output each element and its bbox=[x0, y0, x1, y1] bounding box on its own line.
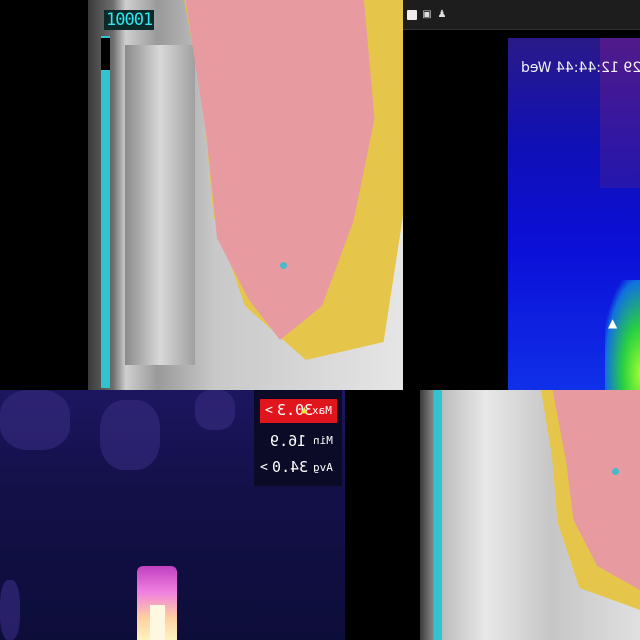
cursor-icon: ▲ bbox=[608, 316, 618, 330]
max-badge bbox=[260, 399, 337, 423]
warning-icon: ▲ bbox=[301, 403, 308, 416]
max-value-indicator: > bbox=[265, 403, 273, 418]
cool-blob bbox=[0, 580, 20, 640]
image-icon[interactable] bbox=[407, 9, 417, 20]
max-value: 30.3 bbox=[277, 401, 314, 419]
min-value: 16.9 bbox=[270, 432, 307, 450]
user-icon[interactable]: ♟ bbox=[437, 8, 447, 20]
cool-blob bbox=[0, 390, 70, 450]
cold-region bbox=[508, 38, 640, 390]
toolbar: ▣ ♟ bbox=[403, 0, 640, 30]
thermal-view-bottom-left: > 30.3 ▲ Max 16.9 Min > 34.0 Avg bbox=[0, 390, 345, 640]
measurement-point-icon bbox=[280, 262, 287, 269]
timestamp: 2018-08-29 12:44:44 Wed bbox=[521, 60, 640, 76]
avg-label: Avg bbox=[313, 461, 333, 474]
camera-icon[interactable]: ▣ bbox=[422, 8, 432, 20]
avg-value-indicator: > bbox=[260, 460, 268, 475]
cool-region bbox=[600, 38, 640, 188]
measurement-point-icon bbox=[612, 468, 619, 475]
min-label: Min bbox=[313, 434, 333, 447]
temperature-readout: 10001 bbox=[104, 10, 155, 30]
thermal-view-bottom-right bbox=[420, 390, 640, 640]
avg-value: 34.0 bbox=[272, 458, 309, 476]
max-label: Max bbox=[312, 404, 332, 417]
temperature-scale-bar bbox=[101, 36, 110, 388]
temperature-scale-cap bbox=[101, 38, 110, 70]
warm-spot bbox=[605, 280, 640, 390]
thermal-view-top-right: ▣ ♟ 2018-08-29 12:44:44 Wed ▲ bbox=[403, 0, 640, 390]
thermal-view-top-left: 10001 bbox=[0, 0, 403, 390]
cool-blob bbox=[100, 400, 160, 470]
heat-source-core bbox=[150, 605, 165, 640]
wall-region bbox=[125, 45, 195, 365]
cool-blob bbox=[195, 390, 235, 430]
temperature-scale-bar bbox=[434, 390, 442, 640]
